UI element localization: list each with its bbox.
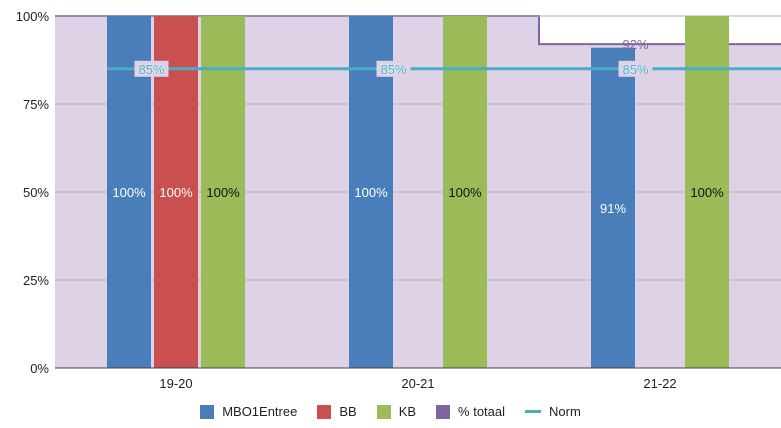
totaal-label: 92% (622, 37, 648, 52)
legend-item-mbo1entree[interactable]: MBO1Entree (200, 404, 297, 419)
y-tick-label: 100% (16, 9, 50, 24)
bar (443, 16, 487, 368)
y-tick-label: 75% (23, 97, 49, 112)
x-tick-label: 21-22 (643, 376, 676, 391)
bar-label: 100% (159, 185, 193, 200)
legend-item-norm[interactable]: Norm (525, 404, 581, 419)
bar (201, 16, 245, 368)
norm-label-bg (618, 60, 653, 77)
legend-swatch-totaal (436, 404, 451, 419)
x-tick-label: 19-20 (159, 376, 192, 391)
legend-swatch-mbo1entree (200, 404, 215, 419)
x-tick-label: 20-21 (401, 376, 434, 391)
bar-label: 100% (354, 185, 388, 200)
label-layer: 100% 100% 100% 100% 100% 91% 100% 85% 85% 85% 92% (112, 37, 724, 216)
bar (685, 16, 729, 368)
bar-label: 100% (206, 185, 240, 200)
bar-label: 100% (448, 185, 482, 200)
y-tick-label: 25% (23, 273, 49, 288)
bar-layer (107, 16, 729, 369)
legend-swatch-bb (317, 404, 332, 419)
bar-label: 100% (690, 185, 724, 200)
norm-label: 85% (380, 62, 406, 77)
legend-label-kb: KB (398, 404, 417, 419)
legend-swatch-norm (525, 410, 542, 413)
legend-label-totaal: % totaal (458, 404, 506, 419)
legend-swatch-kb (376, 404, 391, 419)
legend-item-bb[interactable]: BB (317, 404, 357, 419)
axis-layer: 0% 25% 50% 75% 100% 19-20 20-21 21-22 (16, 9, 781, 391)
y-tick-label: 50% (23, 185, 49, 200)
legend-label-mbo1entree: MBO1Entree (222, 404, 298, 419)
bar (591, 47, 635, 369)
norm-label-bg (134, 60, 169, 77)
legend: MBO1Entree BB KB % totaal Norm (0, 404, 781, 419)
norm-label: 85% (138, 62, 164, 77)
bar-label: 100% (112, 185, 146, 200)
norm-label-bg (376, 60, 411, 77)
y-tick-label: 0% (30, 361, 49, 376)
legend-label-norm: Norm (549, 404, 581, 419)
bar-label: 91% (600, 201, 626, 216)
legend-item-kb[interactable]: KB (376, 404, 417, 419)
legend-item-totaal[interactable]: % totaal (436, 404, 505, 419)
norm-label: 85% (622, 62, 648, 77)
legend-label-bb: BB (339, 404, 357, 419)
